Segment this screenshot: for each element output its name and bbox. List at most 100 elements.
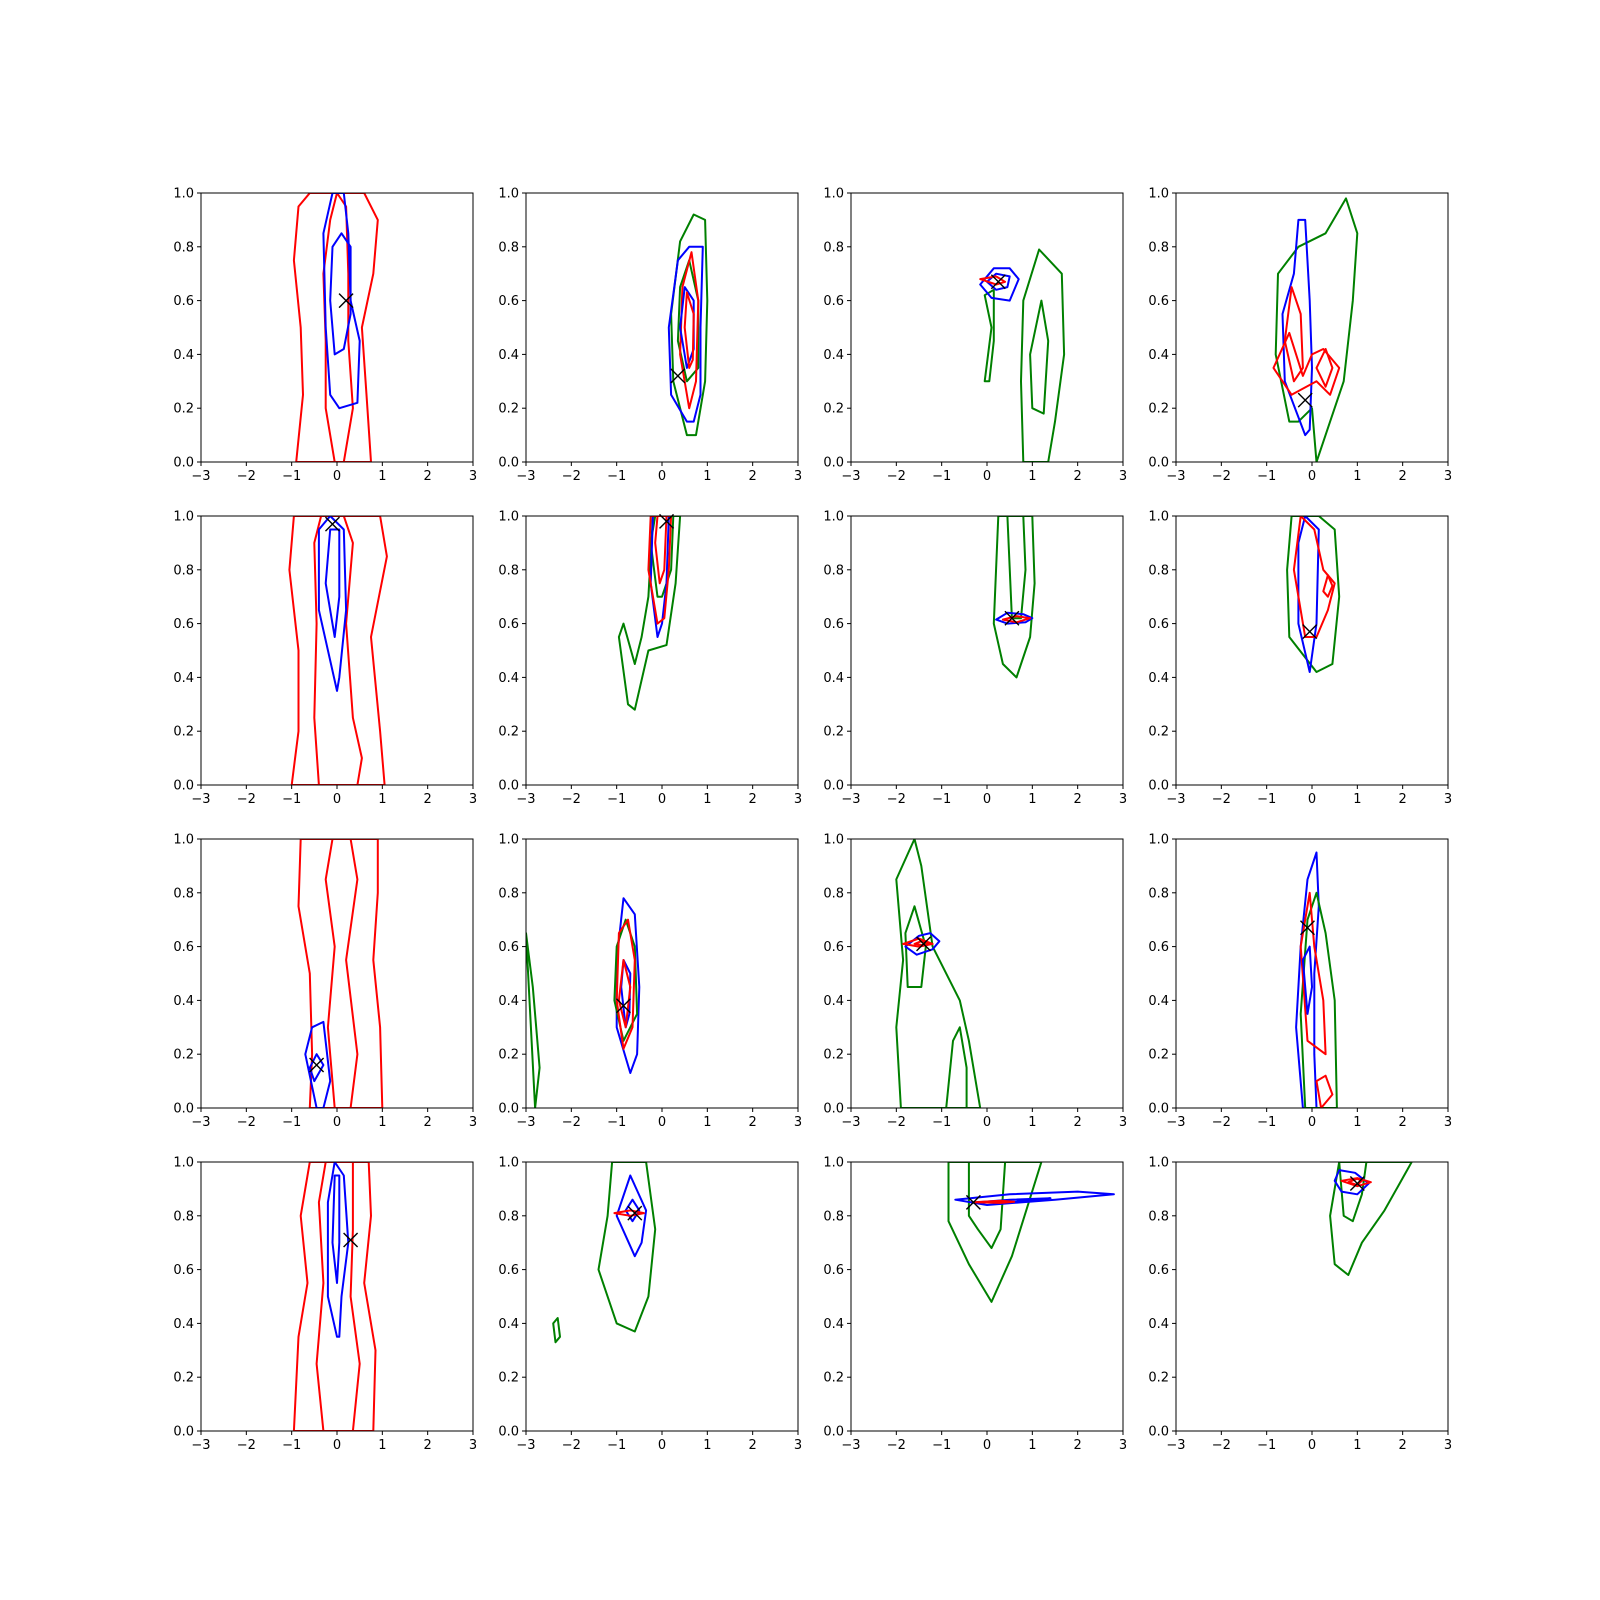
y-tick-label: 0.0 xyxy=(498,456,519,471)
subplot-3-2: −3 −2 −1 0 1 2 3 0.0 0.2 0.4 0.6 0.8 1.0 xyxy=(498,833,802,1131)
y-tick-label: 0.2 xyxy=(498,1048,519,1063)
x-marker xyxy=(627,1205,643,1221)
y-tick-label: 0.8 xyxy=(1148,563,1169,578)
y-tick-label: 1.0 xyxy=(498,833,519,848)
x-tick-label: 3 xyxy=(469,1115,477,1130)
x-tick-label: −1 xyxy=(282,1115,301,1130)
green-contour xyxy=(1299,891,1338,1108)
y-tick-label: 0.0 xyxy=(173,1425,194,1440)
x-tick-label: −2 xyxy=(887,1115,906,1130)
blue-contour xyxy=(620,959,632,1029)
y-tick-label: 0.2 xyxy=(173,725,194,740)
x-tick-label: 2 xyxy=(749,1438,757,1453)
x-marker xyxy=(1299,920,1315,936)
x-tick-label: 1 xyxy=(378,792,386,807)
blue-contour xyxy=(324,528,341,638)
x-tick-label: 3 xyxy=(794,469,802,484)
subplot-1-2: −3 −2 −1 0 1 2 3 0.0 0.2 0.4 0.6 0.8 1.0 xyxy=(498,187,802,485)
x-tick-label: −3 xyxy=(191,1438,210,1453)
x-tick-label: −1 xyxy=(1257,1438,1276,1453)
x-tick-label: −3 xyxy=(516,469,535,484)
y-tick-label: 1.0 xyxy=(173,833,194,848)
subplot-2-1: −3 −2 −1 0 1 2 3 0.0 0.2 0.4 0.6 0.8 1.0 xyxy=(173,510,477,808)
y-tick-label: 1.0 xyxy=(173,187,194,202)
x-tick-label: 1 xyxy=(1353,1438,1361,1453)
x-tick-label: −1 xyxy=(607,469,626,484)
y-tick-label: 1.0 xyxy=(1148,833,1169,848)
x-tick-label: −2 xyxy=(887,1438,906,1453)
blue-contour xyxy=(667,245,704,423)
green-contour xyxy=(617,516,682,711)
y-tick-label: 0.8 xyxy=(173,240,194,255)
y-tick-label: 0.2 xyxy=(498,1371,519,1386)
x-tick-label: 0 xyxy=(1308,792,1316,807)
x-tick-label: −2 xyxy=(562,792,581,807)
y-tick-label: 0.6 xyxy=(1148,1263,1169,1278)
x-tick-label: −3 xyxy=(516,1115,535,1130)
y-tick-label: 0.2 xyxy=(823,725,844,740)
x-tick-label: 1 xyxy=(703,1115,711,1130)
green-contour xyxy=(983,288,995,383)
x-tick-label: 2 xyxy=(749,469,757,484)
green-contour xyxy=(649,516,675,598)
green-contour xyxy=(613,918,639,1042)
plot-area xyxy=(1295,851,1338,1108)
x-tick-label: −2 xyxy=(237,792,256,807)
subplot-2-2: −3 −2 −1 0 1 2 3 0.0 0.2 0.4 0.6 0.8 1.0 xyxy=(498,510,802,808)
x-tick-label: −1 xyxy=(1257,792,1276,807)
y-tick-label: 0.4 xyxy=(173,994,194,1009)
green-contour xyxy=(967,1162,1007,1250)
plot-area xyxy=(292,193,379,462)
y-tick-label: 0.8 xyxy=(823,1209,844,1224)
x-tick-label: −3 xyxy=(191,469,210,484)
x-tick-label: 0 xyxy=(658,792,666,807)
x-tick-label: −2 xyxy=(237,1115,256,1130)
x-tick-label: 1 xyxy=(378,469,386,484)
red-contour xyxy=(315,1162,361,1431)
y-tick-label: 0.8 xyxy=(173,1209,194,1224)
x-marker xyxy=(338,293,354,309)
x-tick-label: 0 xyxy=(658,1438,666,1453)
y-tick-label: 0.2 xyxy=(1148,1048,1169,1063)
x-tick-label: −1 xyxy=(607,792,626,807)
x-tick-label: 3 xyxy=(1119,469,1127,484)
x-tick-label: −1 xyxy=(282,792,301,807)
green-contour xyxy=(1029,299,1050,415)
x-tick-label: 1 xyxy=(703,469,711,484)
blue-contour xyxy=(326,1162,350,1338)
x-tick-label: −3 xyxy=(841,792,860,807)
x-tick-label: 2 xyxy=(424,792,432,807)
blue-contour xyxy=(954,1190,1115,1206)
y-tick-label: 0.2 xyxy=(1148,1371,1169,1386)
x-marker xyxy=(615,998,631,1014)
subplot-4-3: −3 −2 −1 0 1 2 3 0.0 0.2 0.4 0.6 0.8 1.0 xyxy=(823,1156,1127,1454)
blue-contour xyxy=(1301,945,1313,1015)
x-tick-label: 2 xyxy=(424,1438,432,1453)
green-contour xyxy=(895,839,982,1108)
y-tick-label: 1.0 xyxy=(823,1156,844,1171)
y-tick-label: 0.2 xyxy=(173,1371,194,1386)
x-tick-label: 3 xyxy=(794,1438,802,1453)
x-tick-label: −1 xyxy=(282,469,301,484)
x-tick-label: 1 xyxy=(1353,792,1361,807)
y-tick-label: 0.8 xyxy=(823,886,844,901)
y-tick-label: 0.0 xyxy=(1148,456,1169,471)
y-tick-label: 0.8 xyxy=(498,240,519,255)
y-tick-label: 0.6 xyxy=(1148,940,1169,955)
blue-contour xyxy=(331,1174,341,1284)
x-tick-label: 0 xyxy=(333,1438,341,1453)
x-tick-label: −3 xyxy=(1166,1438,1185,1453)
x-tick-label: 3 xyxy=(794,1115,802,1130)
x-tick-label: −1 xyxy=(932,1115,951,1130)
y-tick-label: 0.6 xyxy=(498,294,519,309)
red-contour xyxy=(613,1209,645,1217)
y-tick-label: 0.0 xyxy=(173,779,194,794)
x-tick-label: −2 xyxy=(1212,1115,1231,1130)
x-tick-label: −3 xyxy=(191,1115,210,1130)
y-tick-label: 0.6 xyxy=(1148,617,1169,632)
green-contour xyxy=(1006,516,1027,620)
blue-contour xyxy=(322,193,361,410)
blue-contour xyxy=(329,232,352,356)
subplot-3-1: −3 −2 −1 0 1 2 3 0.0 0.2 0.4 0.6 0.8 1.0 xyxy=(173,833,477,1131)
